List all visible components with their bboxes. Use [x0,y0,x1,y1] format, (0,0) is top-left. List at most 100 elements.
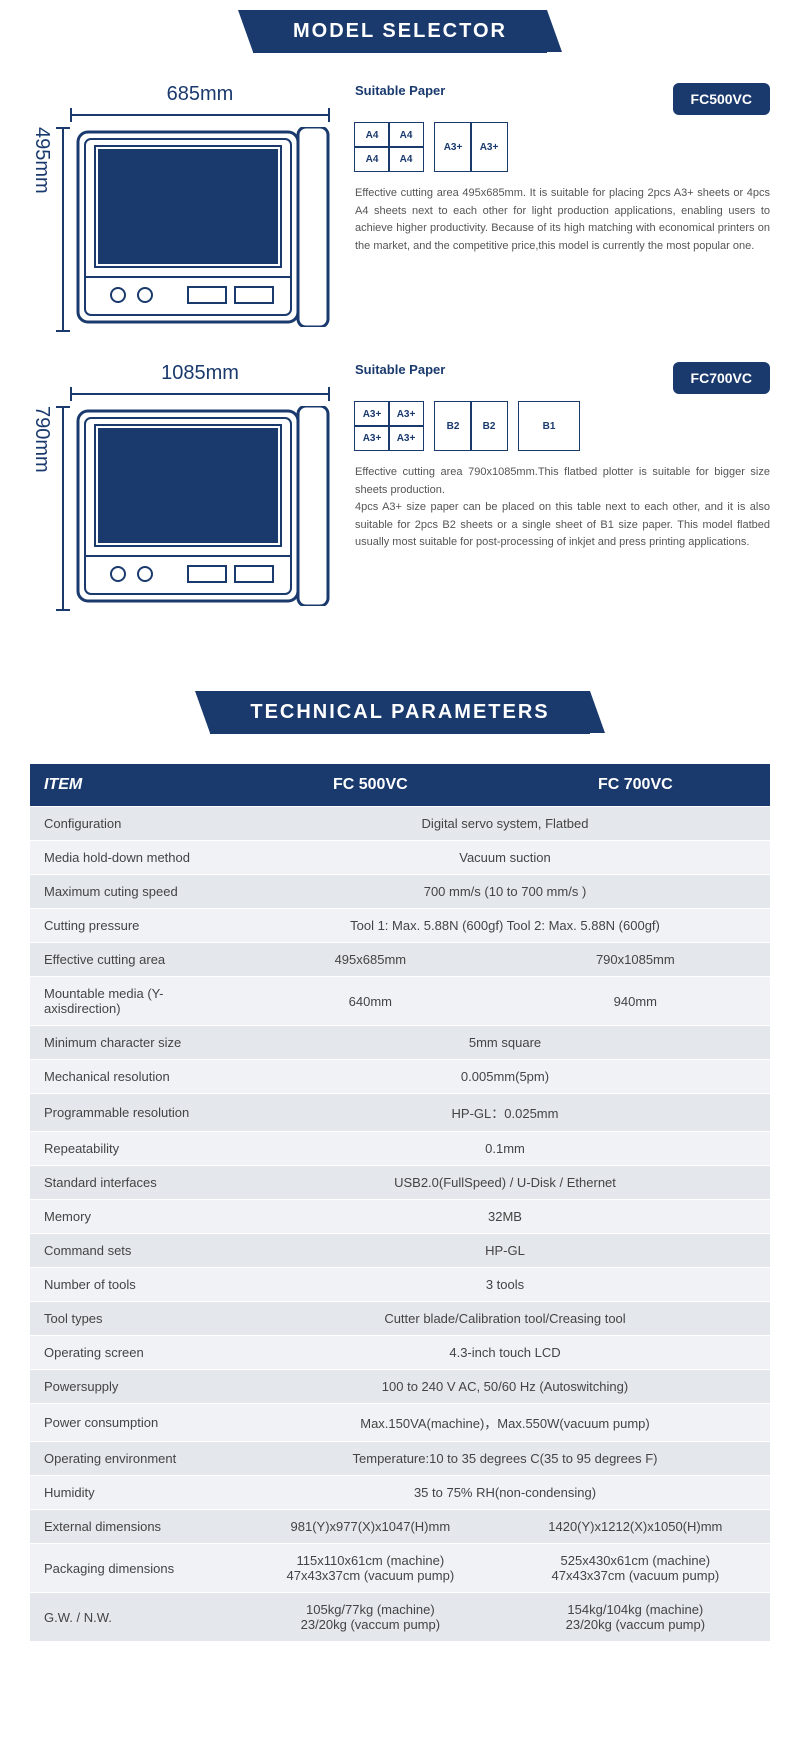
table-row: Memory32MB [30,1200,770,1234]
table-value-b: 1420(Y)x1212(X)x1050(H)mm [501,1510,770,1544]
suitable-paper-label: Suitable Paper [355,362,445,377]
table-value: 5mm square [240,1026,770,1060]
height-dimension: 790mm [30,406,53,473]
model-description: Effective cutting area 790x1085mm.This f… [355,464,770,552]
table-item: Power consumption [30,1404,240,1442]
paper-size-cell: A3+ [434,122,472,172]
table-value-a: 105kg/77kg (machine)23/20kg (vaccum pump… [240,1593,501,1642]
table-item: Effective cutting area [30,943,240,977]
table-item: Humidity [30,1476,240,1510]
paper-group: B1 [519,402,579,450]
table-row: Power consumptionMax.150VA(machine)，Max.… [30,1404,770,1442]
table-row: Tool typesCutter blade/Calibration tool/… [30,1302,770,1336]
table-value-b: 940mm [501,977,770,1026]
table-row: Command setsHP-GL [30,1234,770,1268]
table-row: Powersupply100 to 240 V AC, 50/60 Hz (Au… [30,1370,770,1404]
table-row: Standard interfacesUSB2.0(FullSpeed) / U… [30,1166,770,1200]
model-row-fc700vc: 1085mm 790mm Suitable Paper FC700VC [0,362,800,641]
tech-params-heading: TECHNICAL PARAMETERS [210,691,589,734]
table-item: Configuration [30,807,240,841]
table-value: 100 to 240 V AC, 50/60 Hz (Autoswitching… [240,1370,770,1404]
table-row: Mechanical resolution0.005mm(5pm) [30,1060,770,1094]
table-row: Media hold-down methodVacuum suction [30,841,770,875]
table-value-a: 495x685mm [240,943,501,977]
table-item: Packaging dimensions [30,1544,240,1593]
table-row: Packaging dimensions115x110x61cm (machin… [30,1544,770,1593]
tech-params-table: ITEMFC 500VCFC 700VC ConfigurationDigita… [30,764,770,1641]
table-value-b: 525x430x61cm (machine)47x43x37cm (vacuum… [501,1544,770,1593]
table-row: Programmable resolutionHP-GL：0.025mm [30,1094,770,1132]
table-item: Cutting pressure [30,909,240,943]
paper-size-cell: A4 [354,122,390,148]
paper-group: A4A4A4A4 [355,123,423,171]
table-item: Powersupply [30,1370,240,1404]
table-value: 700 mm/s (10 to 700 mm/s ) [240,875,770,909]
table-row: Repeatability0.1mm [30,1132,770,1166]
table-item: Number of tools [30,1268,240,1302]
table-item: Operating environment [30,1442,240,1476]
table-row: Humidity35 to 75% RH(non-condensing) [30,1476,770,1510]
table-row: Operating screen4.3-inch touch LCD [30,1336,770,1370]
table-value: HP-GL [240,1234,770,1268]
table-value: 0.005mm(5pm) [240,1060,770,1094]
table-row: Effective cutting area495x685mm790x1085m… [30,943,770,977]
model-selector-heading: MODEL SELECTOR [253,10,547,53]
table-row: ConfigurationDigital servo system, Flatb… [30,807,770,841]
paper-size-cell: B2 [434,401,472,451]
table-header: FC 700VC [501,764,770,807]
table-item: Tool types [30,1302,240,1336]
width-dimension: 1085mm [70,362,330,385]
table-row: G.W. / N.W.105kg/77kg (machine)23/20kg (… [30,1593,770,1642]
table-value-b: 790x1085mm [501,943,770,977]
paper-group: A3+A3+A3+A3+ [355,402,423,450]
table-value: 0.1mm [240,1132,770,1166]
suitable-paper-label: Suitable Paper [355,83,445,98]
table-item: External dimensions [30,1510,240,1544]
width-dimension: 685mm [70,83,330,106]
table-row: Maximum cuting speed700 mm/s (10 to 700 … [30,875,770,909]
table-item: Standard interfaces [30,1166,240,1200]
device-diagram [73,127,333,327]
table-row: Cutting pressureTool 1: Max. 5.88N (600g… [30,909,770,943]
table-value: Max.150VA(machine)，Max.550W(vacuum pump) [240,1404,770,1442]
table-item: Operating screen [30,1336,240,1370]
table-value: 35 to 75% RH(non-condensing) [240,1476,770,1510]
paper-size-cell: A3+ [388,425,424,451]
table-item: Mountable media (Y-axisdirection) [30,977,240,1026]
table-item: Mechanical resolution [30,1060,240,1094]
table-value-a: 115x110x61cm (machine)47x43x37cm (vacuum… [240,1544,501,1593]
table-value: Cutter blade/Calibration tool/Creasing t… [240,1302,770,1336]
paper-size-cell: A3+ [354,401,390,427]
table-row: Operating environmentTemperature:10 to 3… [30,1442,770,1476]
paper-size-cell: B2 [470,401,508,451]
paper-size-cell: B1 [518,401,580,451]
model-badge: FC700VC [673,362,770,394]
height-dimension: 495mm [30,127,53,194]
table-row: External dimensions981(Y)x977(X)x1047(H)… [30,1510,770,1544]
table-value: Digital servo system, Flatbed [240,807,770,841]
paper-size-cell: A3+ [388,401,424,427]
table-item: Minimum character size [30,1026,240,1060]
table-value-a: 981(Y)x977(X)x1047(H)mm [240,1510,501,1544]
table-item: Repeatability [30,1132,240,1166]
model-badge: FC500VC [673,83,770,115]
table-row: Number of tools3 tools [30,1268,770,1302]
paper-group: A3+A3+ [435,123,507,171]
table-value-a: 640mm [240,977,501,1026]
table-item: Maximum cuting speed [30,875,240,909]
table-row: Minimum character size5mm square [30,1026,770,1060]
model-description: Effective cutting area 495x685mm. It is … [355,185,770,255]
table-item: Programmable resolution [30,1094,240,1132]
device-diagram [73,406,333,606]
paper-size-cell: A3+ [354,425,390,451]
paper-size-cell: A4 [388,146,424,172]
model-row-fc500vc: 685mm 495mm Suitable Paper FC500VC [0,83,800,362]
table-item: Memory [30,1200,240,1234]
table-value: Vacuum suction [240,841,770,875]
table-row: Mountable media (Y-axisdirection)640mm94… [30,977,770,1026]
paper-group: B2B2 [435,402,507,450]
table-value: 32MB [240,1200,770,1234]
table-item: Command sets [30,1234,240,1268]
table-header: ITEM [30,764,240,807]
table-value: 3 tools [240,1268,770,1302]
